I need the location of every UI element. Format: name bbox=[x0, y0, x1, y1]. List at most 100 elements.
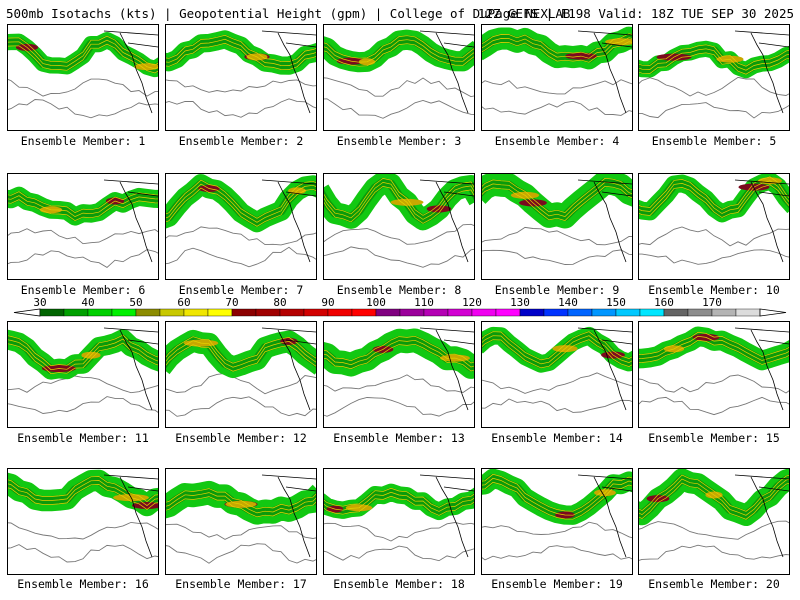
colorbar-swatch bbox=[591, 308, 617, 317]
coastline-border bbox=[103, 30, 158, 114]
isotach-contour bbox=[482, 481, 632, 520]
coastline-border bbox=[419, 30, 474, 114]
height-contour bbox=[482, 100, 632, 116]
colorbar-tick-label: 70 bbox=[225, 296, 239, 309]
coastline-border bbox=[261, 30, 316, 114]
ensemble-map-panel bbox=[481, 321, 633, 428]
isotach-map bbox=[324, 327, 474, 417]
colorbar-swatch bbox=[543, 308, 569, 317]
isotach-contour bbox=[166, 38, 316, 66]
isotach-contour bbox=[482, 185, 632, 221]
isotach-contour bbox=[482, 331, 632, 361]
height-contour bbox=[8, 544, 158, 563]
isotach-contour bbox=[8, 195, 158, 218]
colorbar-swatch bbox=[399, 308, 425, 317]
isotach-map bbox=[8, 30, 158, 119]
isotach-contour bbox=[482, 339, 632, 369]
ensemble-map-panel bbox=[7, 24, 159, 131]
height-contour bbox=[8, 521, 158, 540]
isotach-map bbox=[639, 30, 789, 119]
colorbar-swatch bbox=[567, 308, 593, 317]
coastline-border bbox=[734, 327, 789, 411]
height-contour bbox=[8, 249, 158, 268]
height-contour bbox=[639, 396, 789, 416]
colorbar-swatch bbox=[231, 308, 257, 317]
coastline-border bbox=[577, 179, 632, 263]
isotach-contour bbox=[166, 42, 316, 70]
isotach-contour bbox=[8, 476, 158, 502]
height-contour bbox=[482, 249, 632, 265]
isotach-contour bbox=[166, 344, 316, 372]
isotach-contour bbox=[324, 495, 474, 516]
panel-caption: Ensemble Member: 3 bbox=[336, 134, 462, 148]
panel-caption: Ensemble Member: 1 bbox=[20, 134, 146, 148]
height-contour bbox=[324, 374, 474, 393]
coastline-border bbox=[734, 474, 789, 558]
panel-caption: Ensemble Member: 15 bbox=[648, 431, 780, 445]
height-contour bbox=[639, 102, 789, 119]
colorbar-swatch bbox=[735, 308, 761, 317]
ensemble-map-panel bbox=[165, 468, 317, 575]
isotach-contour bbox=[639, 184, 789, 218]
height-contour bbox=[324, 397, 474, 417]
colorbar-swatch bbox=[519, 308, 545, 317]
isotach-contour bbox=[482, 41, 632, 63]
colorbar-swatch bbox=[351, 308, 377, 317]
colorbar-swatch bbox=[423, 308, 449, 317]
height-contour bbox=[639, 76, 789, 97]
isotach-map bbox=[324, 29, 474, 119]
height-contour bbox=[8, 396, 158, 414]
isotach-contour bbox=[166, 179, 316, 219]
ensemble-map-panel bbox=[481, 24, 633, 131]
height-contour bbox=[324, 98, 474, 119]
isotach-contour bbox=[8, 43, 158, 74]
height-contour bbox=[324, 223, 474, 245]
ensemble-map-panel bbox=[638, 24, 790, 131]
isotach-contour bbox=[324, 491, 474, 512]
isotach-map bbox=[324, 474, 474, 562]
colorbar-swatch bbox=[303, 308, 329, 317]
isotach-contour bbox=[639, 176, 789, 210]
ensemble-map-panel bbox=[165, 24, 317, 131]
isotach-map bbox=[639, 326, 789, 416]
coastline-border bbox=[261, 474, 316, 558]
isotach-contour bbox=[639, 478, 789, 516]
isotach-contour bbox=[166, 187, 316, 227]
panel-caption: Ensemble Member: 12 bbox=[175, 431, 307, 445]
isotach-contour bbox=[324, 39, 474, 63]
map-header: 500mb Isotachs (kts) | Geopotential Heig… bbox=[6, 6, 794, 22]
isotach-contour bbox=[166, 492, 316, 514]
colorbar-swatch bbox=[135, 308, 161, 317]
colorbar-tick-label: 160 bbox=[654, 296, 674, 309]
ensemble-map-panel bbox=[323, 321, 475, 428]
isotach-contour bbox=[8, 191, 158, 214]
colorbar-max-arrow bbox=[759, 308, 787, 317]
height-contour bbox=[639, 520, 789, 540]
coastline-border bbox=[577, 30, 632, 114]
panel-caption: Ensemble Member: 2 bbox=[178, 134, 304, 148]
colorbar-tick-label: 60 bbox=[177, 296, 191, 309]
ensemble-map-panel bbox=[638, 468, 790, 575]
isotach-contour bbox=[324, 335, 474, 364]
colorbar-swatch bbox=[639, 308, 665, 317]
isotach-map bbox=[324, 174, 474, 268]
header-title: 500mb Isotachs (kts) | Geopotential Heig… bbox=[6, 6, 571, 21]
isotach-map bbox=[482, 174, 632, 265]
colorbar-tick-label: 80 bbox=[273, 296, 287, 309]
panel-caption: Ensemble Member: 16 bbox=[17, 577, 149, 591]
isotach-contour bbox=[324, 186, 474, 224]
height-contour bbox=[166, 372, 316, 395]
isotach-contour bbox=[482, 37, 632, 59]
colorbar-tick-label: 150 bbox=[606, 296, 626, 309]
isotach-contour bbox=[639, 474, 789, 512]
isotach-contour bbox=[482, 477, 632, 516]
isotach-contour bbox=[482, 177, 632, 213]
isotach-contour bbox=[166, 34, 316, 62]
height-contour bbox=[8, 99, 158, 119]
isotach-contour bbox=[324, 178, 474, 216]
coastline-border bbox=[734, 179, 789, 263]
coastline-border bbox=[419, 179, 474, 263]
isotach-contour bbox=[639, 52, 789, 75]
panel-caption: Ensemble Member: 19 bbox=[491, 577, 623, 591]
panel-caption: Ensemble Member: 18 bbox=[333, 577, 465, 591]
